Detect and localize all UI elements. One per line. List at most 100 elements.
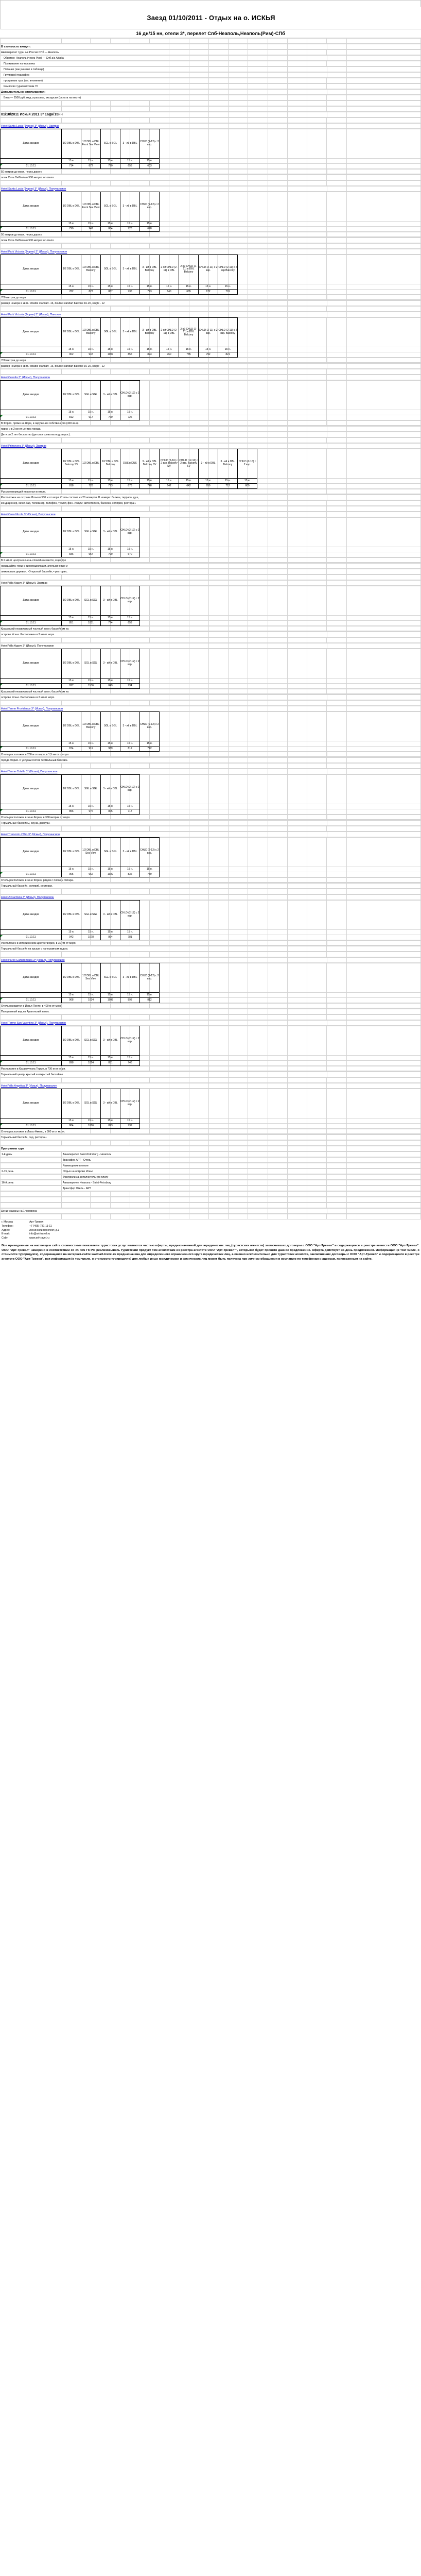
grid-cell (208, 1191, 229, 1197)
hotel-name-cell: Hotel Villa Agave 3* (Искья), Завтрак (0, 580, 170, 586)
hotel-price-block-3: Даты заездов 1/2 DBL в DBL 1/2 DBL в DBL B… (0, 317, 421, 363)
hotel-link-1[interactable]: Hotel Santa Lucia (Форио) 3* (Искья), По… (1, 187, 66, 191)
hotel-link-3[interactable]: Hotel Park Victoria (Форио) 3* (Искья), … (1, 313, 61, 316)
nights-label-blank (0, 158, 62, 164)
price-header-row: Даты заездов 1/2 DBL в DBL 1/2 DBL в DBL F… (0, 129, 160, 159)
grid-cell (208, 1128, 229, 1134)
nights-cell: 15 н. (81, 547, 101, 552)
grid-cell (307, 95, 327, 100)
hotel-link-11[interactable]: Hotel Tramonto d'Oro 3* (Искья), Полупан… (1, 833, 60, 836)
grid-cell (90, 625, 111, 631)
contact-label: Сайт: (2, 1236, 9, 1240)
grid-cell (208, 1083, 229, 1089)
column-header-2: SGL в SGL (100, 192, 120, 222)
grid-cell (287, 55, 308, 61)
hotel-name-cell[interactable]: Hotel Park Victoria (Форио) 3* (Искья), … (0, 249, 170, 255)
hotel-link-9[interactable]: Hotel Terme Providence 3* (Искья), Полуп… (1, 707, 63, 710)
column-header-0: 1/2 DBL в DBL (61, 963, 81, 993)
grid-cell (110, 100, 130, 106)
hotel-name-cell[interactable]: Hotel Terme Providence 3* (Искья), Полуп… (0, 706, 170, 711)
price-cell-0: 812 (61, 415, 81, 420)
hotel-link-0[interactable]: Hotel Santa Lucia (Форио) 3* (Искья), За… (1, 124, 59, 128)
grid-cell (0, 700, 62, 706)
grid-cell (228, 66, 249, 72)
nights-cell: 15 н. (159, 284, 179, 290)
hotel-name-cell[interactable]: Hotel Parco Cartaromana 3* (Искья), Полу… (0, 957, 170, 963)
hotel-title-row: Hotel Santa Lucia (Форио) 3* (Искья), За… (0, 123, 421, 129)
hotel-link-6[interactable]: Hotel Casa Nicola 3* (Искья), Полупансио… (1, 513, 56, 516)
grid-cell (0, 117, 62, 123)
grid-cell (169, 106, 189, 112)
hotel-name-cell[interactable]: Hotel Villa Angelica 3* (Искья), Полупан… (0, 1083, 170, 1089)
hotel-name-cell[interactable]: Hotel Zi Carmela 3* (Искья), Полупансион (0, 894, 170, 900)
hotel-name-cell[interactable]: Hotel Tramonto d'Oro 3* (Искья), Полупан… (0, 832, 170, 837)
grid-cell (267, 832, 288, 837)
hotel-link-2[interactable]: Hotel Park Victoria (Форио) 3* (Искья), … (1, 250, 67, 253)
grid-cell (208, 814, 229, 820)
grid-cell (267, 306, 288, 312)
included-item-row-4: Групповой трансфер (0, 72, 421, 78)
grid-cell (61, 180, 91, 186)
grid-cell (129, 369, 150, 375)
hotel-link-5[interactable]: Hotel Primavera 3* (Искья), Завтрак (1, 444, 46, 448)
hotel-title-row: Hotel Terme San Valentino 3* (Искья), По… (0, 1020, 421, 1026)
grid-cell (228, 1214, 249, 1219)
nights-cell: 15 н. (179, 478, 199, 484)
grid-cell (287, 78, 308, 83)
text-cell: пляж Cava Dell'isola в 500 метрах от оте… (0, 175, 170, 180)
nights-cell: 15 н. (120, 284, 140, 290)
spacer-row (0, 826, 421, 832)
grid-cell (307, 1191, 327, 1197)
grid-cell (228, 837, 249, 867)
hotel-link-15[interactable]: Hotel Villa Angelica 3* (Искья), Полупан… (1, 1084, 57, 1088)
column-header-5: 2 ой CHLD (2-11) в DBL (159, 255, 179, 284)
hotel-note-row-14-1: Термальный центр, крытый и открытый басс… (0, 1072, 421, 1077)
grid-cell (208, 243, 229, 249)
hotel-name-cell[interactable]: Hotel Casa Nicola 3* (Искья), Полупансио… (0, 512, 170, 517)
grid-cell (326, 449, 347, 479)
grid-cell (267, 61, 288, 66)
grid-cell (208, 231, 229, 237)
grid-cell (149, 168, 170, 174)
grid-cell (307, 112, 327, 117)
hotel-name-cell[interactable]: Hotel Santa Lucia (Форио) 3* (Искья), За… (0, 123, 170, 129)
grid-cell (208, 637, 229, 643)
hotel-title-row: Hotel Tramonto d'Oro 3* (Искья), Полупан… (0, 832, 421, 837)
price-cell-3: 855 (120, 352, 140, 358)
hotel-name-cell[interactable]: Hotel Cesotta 3* (Искья), Полупансион (0, 375, 170, 380)
grid-cell (326, 1134, 347, 1140)
grid-cell (307, 1077, 327, 1083)
hotel-name-cell[interactable]: Hotel Terme San Valentino 3* (Искья), По… (0, 1020, 170, 1026)
hotel-price-block-10: Даты заездов 1/2 DBL в DBL SGL в SGL 3 - ий… (0, 774, 421, 820)
grid-cell (267, 580, 288, 586)
price-header-row: Даты заездов 1/2 DBL в DBL SGL в SGL 3 - ий… (0, 774, 140, 804)
hotel-link-4[interactable]: Hotel Cesotta 3* (Искья), Полупансион (1, 376, 50, 379)
grid-cell (110, 940, 130, 945)
hotel-link-10[interactable]: Hotel Terme Colella 3* (Искья), Полупанс… (1, 770, 58, 773)
grid-cell (208, 1197, 229, 1202)
grid-cell (228, 625, 249, 631)
grid-cell (208, 1174, 229, 1180)
hotel-link-12[interactable]: Hotel Zi Carmela 3* (Искья), Полупансион (1, 895, 54, 899)
grid-cell (267, 437, 288, 443)
grid-cell (149, 106, 170, 112)
hotel-name-cell[interactable]: Hotel Primavera 3* (Искья), Завтрак (0, 443, 170, 449)
grid-cell (149, 700, 170, 706)
spacer-row (0, 1197, 421, 1202)
hotel-name-cell[interactable]: Hotel Park Victoria (Форио) 3* (Искья), … (0, 312, 170, 317)
hotel-link-13[interactable]: Hotel Parco Cartaromana 3* (Искья), Полу… (1, 958, 65, 962)
grid-cell (326, 55, 347, 61)
grid-cell (346, 243, 421, 249)
grid-cell (228, 1197, 249, 1202)
hotel-name-cell[interactable]: Hotel Terme Colella 3* (Искья), Полупанс… (0, 769, 170, 774)
grid-cell (307, 814, 327, 820)
grid-cell (188, 769, 209, 774)
hotel-name-cell[interactable]: Hotel Santa Lucia (Форио) 3* (Искья), По… (0, 186, 170, 192)
grid-cell (228, 757, 249, 763)
nights-cell: 15 н. (120, 615, 140, 621)
grid-cell (346, 238, 421, 243)
dates-header: Даты заездов (0, 255, 62, 284)
hotel-link-14[interactable]: Hotel Terme San Valentino 3* (Искья), По… (1, 1021, 66, 1025)
grid-cell (346, 1077, 421, 1083)
grid-cell (208, 1208, 229, 1214)
